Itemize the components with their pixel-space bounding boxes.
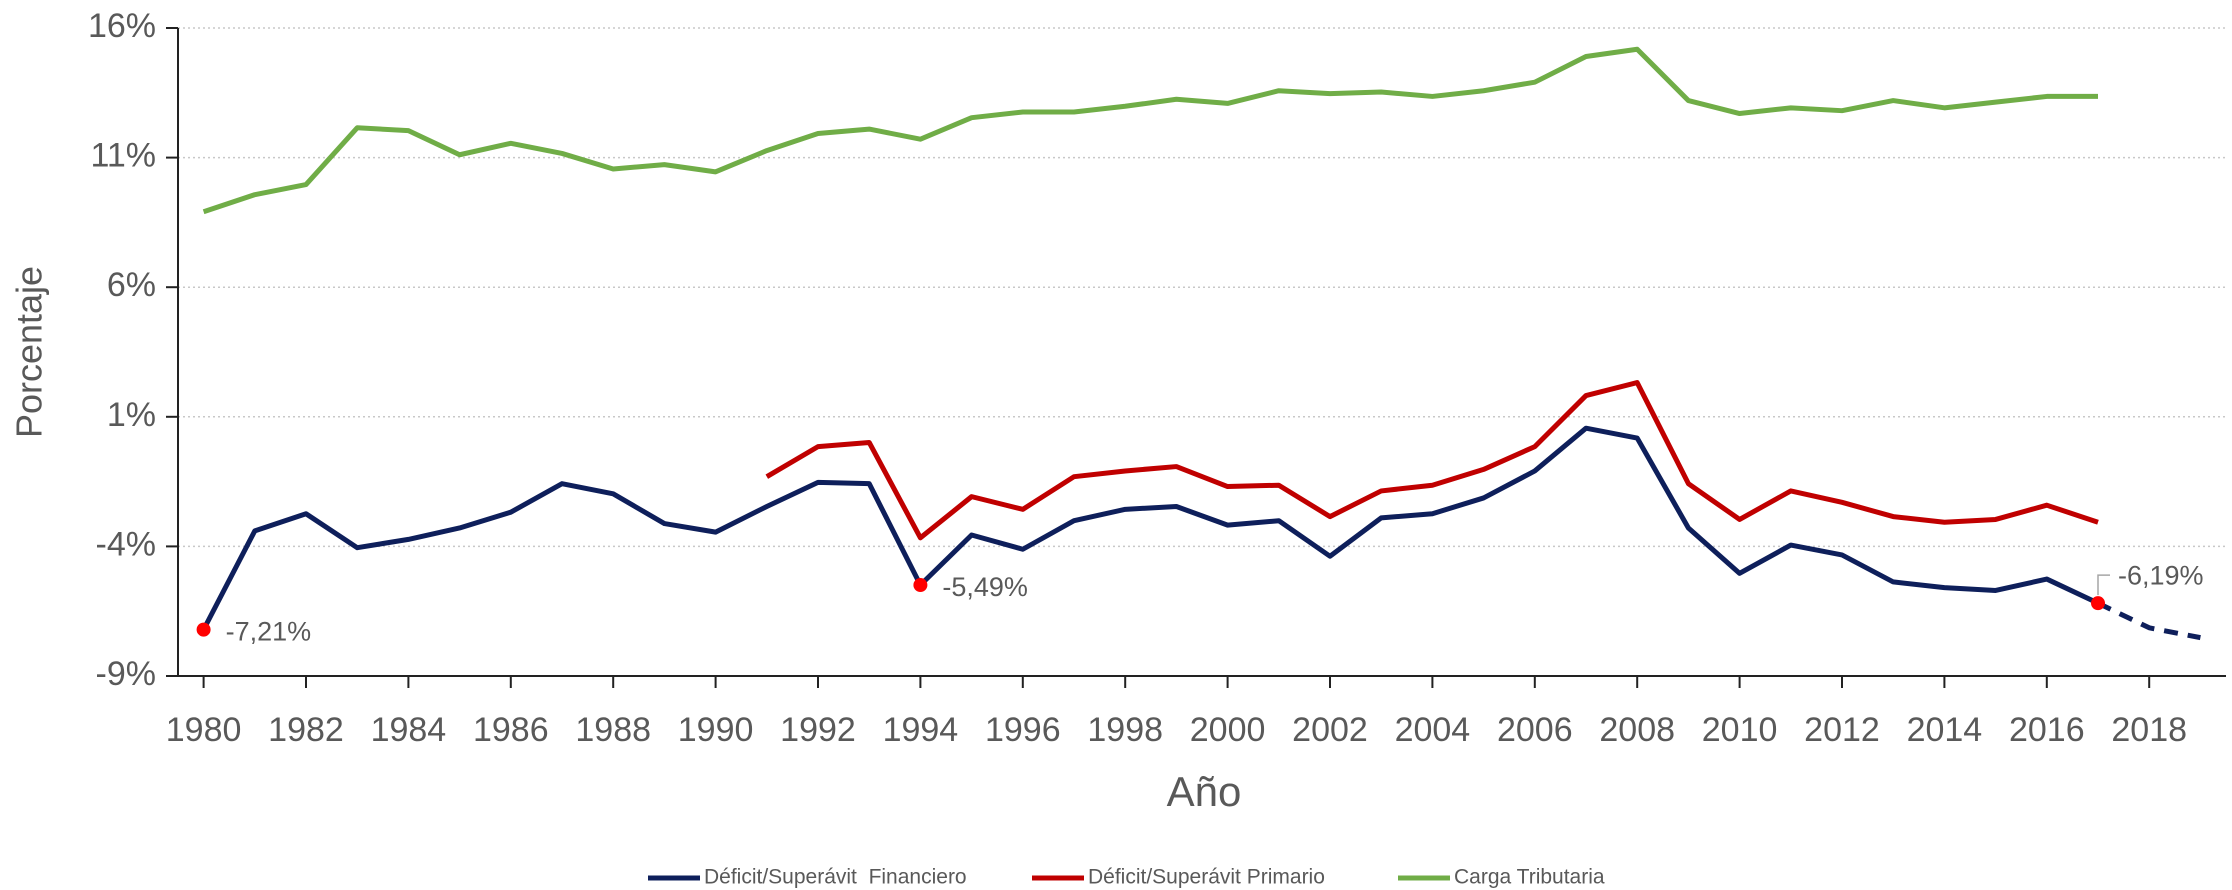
x-tick-label: 2018 bbox=[2111, 711, 2187, 749]
x-tick-label: 2010 bbox=[1702, 711, 1778, 749]
x-tick-label: 1988 bbox=[575, 711, 651, 749]
label-leader bbox=[2097, 574, 2110, 596]
series-line bbox=[202, 46, 2098, 215]
x-tick-label: 1984 bbox=[371, 711, 447, 749]
x-tick-label: 1990 bbox=[678, 711, 754, 749]
y-axis-title: Porcentaje bbox=[9, 266, 50, 438]
y-tick-label: 11% bbox=[90, 137, 156, 175]
legend-label: Déficit/Superávit Primario bbox=[1088, 866, 1325, 889]
x-tick-label: 1992 bbox=[780, 711, 856, 749]
series-line bbox=[765, 380, 2099, 541]
x-axis-title: Año bbox=[1167, 768, 1242, 815]
series-line bbox=[201, 425, 2100, 631]
series-line-dashed bbox=[2096, 600, 2201, 641]
highlight-point bbox=[196, 622, 211, 637]
data-label: -7,21% bbox=[226, 617, 312, 647]
x-tick-label: 2014 bbox=[1907, 711, 1983, 749]
legend-label: Carga Tributaria bbox=[1454, 866, 1605, 889]
y-tick-label: -4% bbox=[96, 525, 156, 563]
x-tick-label: 2006 bbox=[1497, 711, 1573, 749]
data-label: -5,49% bbox=[942, 572, 1028, 602]
x-tick-label: 2016 bbox=[2009, 711, 2085, 749]
y-tick-label: 6% bbox=[107, 266, 156, 304]
x-tick-label: 1994 bbox=[883, 711, 959, 749]
x-tick-label: 2002 bbox=[1292, 711, 1368, 749]
x-tick-label: 1996 bbox=[985, 711, 1061, 749]
highlight-point bbox=[2091, 596, 2105, 611]
x-tick-label: 1980 bbox=[166, 711, 242, 749]
y-tick-label: 1% bbox=[107, 396, 156, 434]
x-tick-label: 2008 bbox=[1599, 711, 1675, 749]
x-tick-label: 1982 bbox=[268, 711, 344, 749]
x-tick-label: 2012 bbox=[1804, 711, 1880, 749]
x-tick-label: 2000 bbox=[1190, 711, 1266, 749]
y-tick-label: -9% bbox=[96, 655, 156, 693]
x-tick-label: 1986 bbox=[473, 711, 549, 749]
x-tick-label: 2004 bbox=[1395, 711, 1471, 749]
highlight-point bbox=[913, 578, 928, 593]
y-tick-label: 16% bbox=[88, 7, 156, 45]
data-label: -6,19% bbox=[2118, 560, 2204, 590]
legend-label: Déficit/Superávit Financiero bbox=[704, 866, 967, 889]
x-tick-label: 1998 bbox=[1087, 711, 1163, 749]
